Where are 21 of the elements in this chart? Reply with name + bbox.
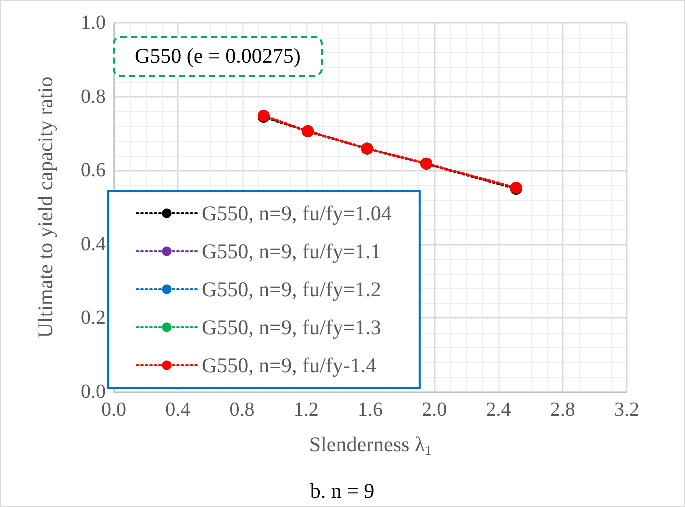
y-tick-label: 1.0 xyxy=(81,12,106,34)
legend-label: G550, n=9, fu/fy-1.4 xyxy=(202,354,378,378)
x-tick-label: 1.6 xyxy=(358,399,383,421)
x-tick-label: 2.8 xyxy=(550,399,576,421)
y-axis-title: Ultimate to yield capacity ratio xyxy=(34,76,58,338)
annotation: G550 (e = 0.00275) xyxy=(113,36,323,77)
text: b. n = 9 xyxy=(309,479,376,504)
y-tick-label: 0.6 xyxy=(81,160,106,182)
legend-label: G550, n=9, fu/fy=1.2 xyxy=(202,278,382,302)
y-tick-label: 0.8 xyxy=(81,86,106,108)
x-tick-label: 0.4 xyxy=(166,399,191,421)
legend-label: G550, n=9, fu/fy=1.1 xyxy=(202,240,382,264)
legend-label: G550, n=9, fu/fy=1.3 xyxy=(202,316,382,340)
x-tick-label: 3.2 xyxy=(614,399,640,421)
x-tick-label: 0.8 xyxy=(230,399,255,421)
y-tick-label: 0.4 xyxy=(81,233,106,256)
y-tick-label: 0.2 xyxy=(81,307,106,330)
x-tick-label: 2.0 xyxy=(422,399,448,421)
x-tick-label: 1.2 xyxy=(294,399,319,421)
x-tick-label: 2.4 xyxy=(486,399,512,421)
legend-label: G550, n=9, fu/fy=1.04 xyxy=(202,202,392,226)
